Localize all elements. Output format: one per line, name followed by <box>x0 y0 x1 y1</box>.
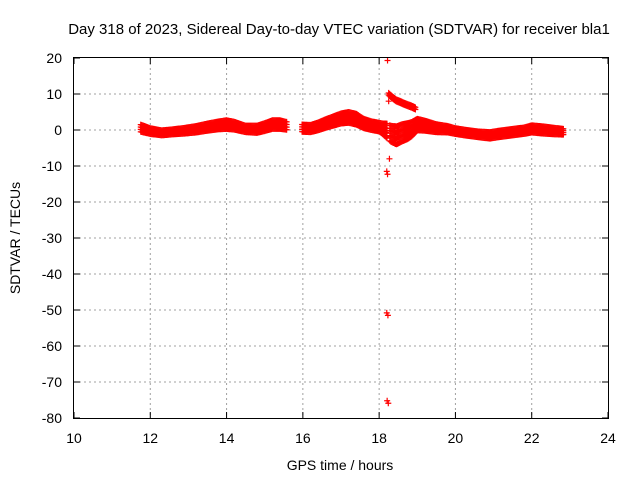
plot-frame <box>73 57 609 419</box>
y-tick-label: 0 <box>54 122 62 138</box>
data-point <box>412 106 419 113</box>
chart-title: Day 318 of 2023, Sidereal Day-to-day VTE… <box>68 21 610 38</box>
axis-ticks <box>73 57 609 419</box>
y-tick-label: -80 <box>42 410 62 426</box>
x-tick-label: 24 <box>600 430 616 446</box>
y-tick-label: -10 <box>42 158 62 174</box>
y-tick-label: 20 <box>46 50 62 66</box>
x-tick-label: 20 <box>448 430 464 446</box>
outlier-point <box>385 98 392 105</box>
grid-lines <box>74 58 608 418</box>
y-tick-label: -70 <box>42 374 62 390</box>
outlier-point <box>384 57 391 64</box>
outlier-point <box>384 312 391 319</box>
data-point <box>283 118 290 125</box>
y-tick-label: -60 <box>42 338 62 354</box>
x-tick-label: 10 <box>66 430 82 446</box>
data-point <box>560 125 567 132</box>
y-tick-label: -30 <box>42 230 62 246</box>
y-axis-label: SDTVAR / TECUs <box>7 182 23 294</box>
y-tick-label: 10 <box>46 86 62 102</box>
outlier-point <box>386 155 393 162</box>
x-tick-label: 14 <box>219 430 235 446</box>
x-tick-label: 16 <box>295 430 311 446</box>
x-tick-label: 12 <box>142 430 158 446</box>
y-tick-label: -50 <box>42 302 62 318</box>
tick-labels: 10 12 14 16 18 20 22 24 20 10 0 -10 -20 -30 -40 -50 -60 -… <box>42 50 616 446</box>
y-tick-label: -40 <box>42 266 62 282</box>
x-tick-label: 18 <box>371 430 387 446</box>
outlier-point <box>385 400 392 407</box>
x-tick-label: 22 <box>524 430 540 446</box>
y-tick-label: -20 <box>42 194 62 210</box>
x-axis-label: GPS time / hours <box>287 457 394 473</box>
data-points <box>137 57 567 407</box>
outlier-point <box>384 171 391 178</box>
outlier-point <box>383 168 390 175</box>
